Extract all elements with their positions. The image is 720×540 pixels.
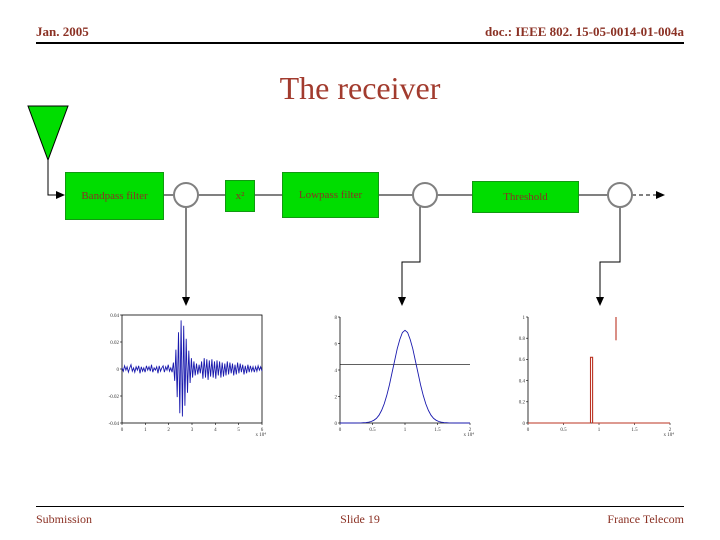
svg-text:0: 0: [335, 422, 338, 427]
block-bandpass-label: Bandpass filter: [81, 190, 148, 202]
block-lowpass-label: Lowpass filter: [298, 189, 363, 201]
svg-text:5: 5: [237, 428, 240, 433]
svg-text:6: 6: [335, 342, 338, 347]
svg-text:1.5: 1.5: [434, 428, 441, 433]
lowpass-output-plot: 8 6 4 2 0 0 0.5 1 1.5 2 x 10⁴: [318, 311, 476, 442]
svg-text:4: 4: [335, 369, 338, 374]
svg-text:8: 8: [335, 316, 338, 321]
svg-text:0: 0: [339, 428, 342, 433]
svg-text:0.4: 0.4: [519, 379, 526, 384]
svg-text:x 10⁴: x 10⁴: [664, 432, 675, 437]
svg-text:0.2: 0.2: [519, 401, 526, 406]
svg-text:0: 0: [121, 428, 124, 433]
svg-text:2: 2: [167, 428, 170, 433]
svg-text:-0.02: -0.02: [109, 395, 120, 400]
svg-text:0.5: 0.5: [369, 428, 376, 433]
junction-circle-3: [607, 182, 633, 208]
svg-text:0.8: 0.8: [519, 337, 526, 342]
signal-chain-lines: [47, 160, 656, 297]
header-rule: [36, 42, 684, 44]
svg-text:0.04: 0.04: [110, 314, 119, 319]
svg-text:1: 1: [598, 428, 601, 433]
header-date: Jan. 2005: [36, 24, 89, 39]
svg-text:1: 1: [144, 428, 147, 433]
svg-text:-0.04: -0.04: [109, 422, 120, 427]
bandpass-output-svg: 0.040.020-0.02-0.040 1 2 3 4 5 6x 10⁴: [109, 314, 267, 438]
footer-submission: Submission: [36, 512, 93, 526]
header-doc-number: doc.: IEEE 802. 15-05-0014-01-004a: [485, 24, 684, 39]
block-threshold: Threshold: [472, 181, 579, 213]
block-squarer: x²: [225, 180, 255, 212]
svg-text:0: 0: [523, 422, 526, 427]
svg-text:0: 0: [527, 428, 530, 433]
svg-text:1: 1: [404, 428, 407, 433]
page-title: The receiver: [279, 70, 441, 106]
svg-text:3: 3: [191, 428, 194, 433]
svg-text:x 10⁴: x 10⁴: [464, 432, 475, 437]
svg-text:6: 6: [261, 428, 264, 433]
block-squarer-label: x²: [235, 190, 245, 202]
threshold-output-svg: 1 0.8 0.6 0.4 0.2 00 0.5 1 1.5 2x 10⁴: [519, 316, 675, 438]
svg-text:4: 4: [214, 428, 217, 433]
svg-text:0: 0: [117, 368, 120, 373]
junction-circle-2: [412, 182, 438, 208]
svg-text:2: 2: [335, 395, 338, 400]
input-triangle-icon: [27, 105, 69, 162]
svg-text:0.5: 0.5: [560, 428, 567, 433]
arrowheads: [56, 191, 665, 306]
block-lowpass-filter: Lowpass filter: [282, 172, 379, 218]
svg-text:2: 2: [669, 428, 672, 433]
threshold-output-plot: 1 0.8 0.6 0.4 0.2 0 0 0.5 1 1.5 2 x 10⁴: [506, 311, 676, 442]
junction-circle-1: [173, 182, 199, 208]
svg-text:x 10⁴: x 10⁴: [256, 432, 267, 437]
svg-text:0.6: 0.6: [519, 358, 526, 363]
svg-text:1.5: 1.5: [631, 428, 638, 433]
svg-text:2: 2: [469, 428, 472, 433]
footer-rule: [36, 506, 684, 507]
svg-text:1: 1: [523, 316, 526, 321]
block-threshold-label: Threshold: [503, 191, 548, 203]
svg-text:0.02: 0.02: [110, 341, 119, 346]
block-bandpass-filter: Bandpass filter: [65, 172, 164, 220]
bandpass-output-plot: 0.04 0.02 0 -0.02 -0.04 0 1 2 3 4 5 6 x 10⁴: [100, 309, 268, 442]
footer-company: France Telecom: [607, 512, 684, 526]
footer-slide-number: Slide 19: [340, 512, 380, 526]
